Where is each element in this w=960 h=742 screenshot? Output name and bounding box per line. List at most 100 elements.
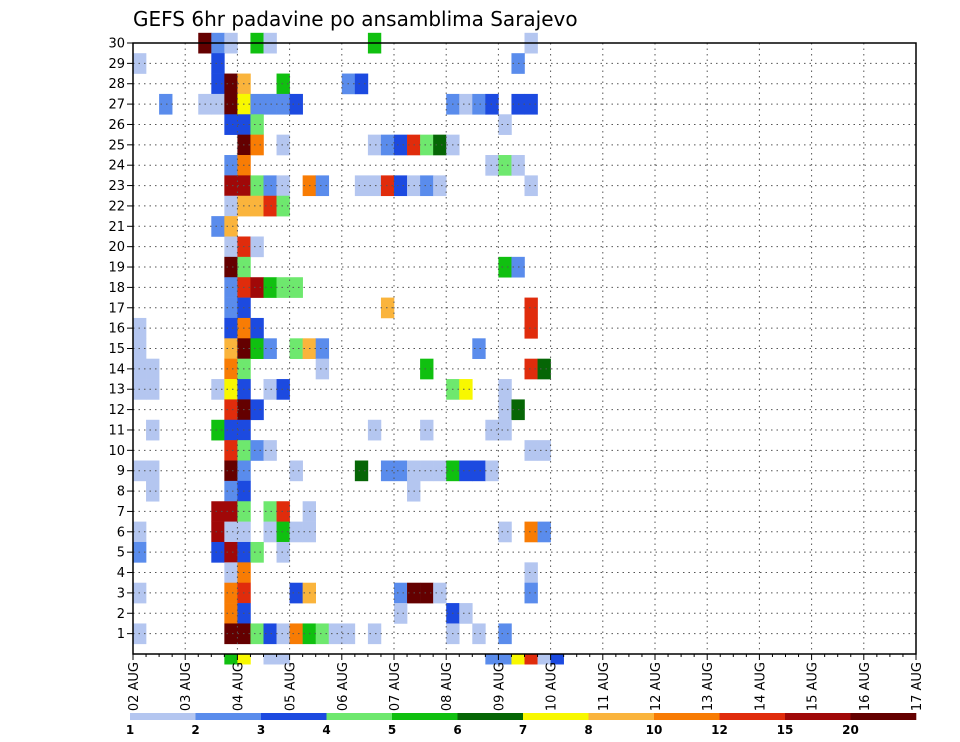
heatmap-cell — [263, 623, 277, 645]
x-tick-label: 17 AUG — [910, 662, 925, 711]
heatmap-cell — [394, 460, 408, 482]
heatmap-cell — [146, 419, 160, 441]
heatmap-cell — [224, 623, 238, 645]
heatmap-cell — [354, 175, 369, 197]
heatmap-cell — [211, 73, 225, 95]
colorbar-segment — [523, 713, 589, 720]
heatmap-cell — [511, 654, 525, 665]
y-axis: 1234567891011121314151617181920212223242… — [108, 37, 133, 642]
x-axis: 02 AUG 03 AUG 04 AUG 05 AUG 06 AUG 07 AUG 08 A… — [127, 654, 925, 711]
heatmap-cell — [394, 582, 408, 604]
heatmap-cell — [420, 358, 434, 380]
heatmap-cell — [250, 623, 264, 645]
heatmap-cell — [433, 582, 447, 604]
heatmap-cell — [524, 521, 538, 543]
heatmap-cell — [524, 317, 538, 339]
heatmap-cell — [224, 419, 238, 441]
heatmap-cell — [433, 460, 447, 482]
y-tick-label: 24 — [108, 159, 125, 174]
heatmap-cell — [250, 399, 264, 421]
heatmap-cell — [224, 317, 238, 339]
heatmap-cell — [472, 93, 486, 115]
heatmap-cell — [250, 338, 264, 359]
heatmap-cell — [224, 399, 238, 421]
heatmap-cell — [485, 419, 499, 441]
heatmap-cell — [420, 460, 434, 482]
heatmap-cell — [224, 297, 238, 319]
y-tick-label: 23 — [108, 179, 125, 194]
colorbar-segment — [457, 713, 524, 720]
heatmap-cell — [498, 379, 512, 400]
heatmap-cell — [524, 358, 538, 380]
y-tick-label: 30 — [108, 37, 125, 52]
heatmap-cell — [263, 175, 277, 197]
heatmap-cell — [263, 195, 277, 217]
heatmap-cell — [276, 379, 290, 400]
heatmap-cell — [250, 277, 264, 298]
y-tick-label: 17 — [108, 301, 125, 316]
heatmap-cell — [250, 195, 264, 217]
colorbar-segment — [261, 713, 327, 720]
heatmap-cell — [394, 603, 408, 624]
heatmap-cell — [224, 175, 238, 197]
colorbar-label: 5 — [388, 723, 396, 737]
heatmap-cell — [224, 521, 238, 543]
heatmap-cell — [146, 358, 160, 380]
heatmap-cell — [433, 134, 447, 156]
colorbar-label: 4 — [322, 723, 330, 737]
heatmap-cell — [224, 654, 238, 665]
heatmap-cell — [263, 379, 277, 400]
heatmap-cell — [224, 114, 238, 135]
heatmap-cell — [485, 460, 499, 482]
heatmap-cell — [146, 480, 160, 502]
heatmap-cell — [354, 460, 369, 482]
heatmap-cell — [289, 93, 303, 115]
y-tick-label: 3 — [117, 586, 125, 601]
heatmap-cell — [211, 216, 225, 237]
heatmap-cell — [524, 297, 538, 319]
heatmap-cell — [498, 623, 512, 645]
heatmap-cell — [524, 175, 538, 197]
heatmap-cell — [263, 440, 277, 461]
heatmap-cell — [224, 379, 238, 400]
colorbar-label: 7 — [519, 723, 527, 737]
heatmap-cell — [394, 134, 408, 156]
heatmap-cell — [276, 501, 290, 522]
heatmap-cell — [263, 521, 277, 543]
heatmap-cell — [211, 541, 225, 563]
heatmap-cell — [224, 501, 238, 522]
heatmap-cell — [289, 460, 303, 482]
heatmap-cell — [315, 338, 330, 359]
heatmap-cell — [485, 654, 499, 665]
heatmap-cell — [485, 155, 499, 176]
colorbar-label: 2 — [191, 723, 199, 737]
heatmap-cell — [224, 480, 238, 502]
colorbar-label: 1 — [126, 723, 134, 737]
colorbar-label: 15 — [777, 723, 794, 737]
colorbar-label: 12 — [711, 723, 728, 737]
heatmap-cell — [498, 114, 512, 135]
heatmap-cell — [224, 195, 238, 217]
y-tick-label: 11 — [108, 423, 125, 438]
x-tick-label: 03 AUG — [179, 662, 194, 711]
x-tick-label: 05 AUG — [284, 662, 299, 711]
heatmap-cell — [380, 134, 395, 156]
heatmap-cell — [498, 256, 512, 278]
heatmap-cell — [289, 338, 303, 359]
heatmap-cell — [224, 93, 238, 115]
y-tick-label: 6 — [117, 525, 125, 540]
heatmap-cell — [459, 379, 473, 400]
x-tick-label: 04 AUG — [231, 662, 246, 711]
heatmap-cell — [367, 623, 382, 645]
heatmap-cell — [498, 654, 512, 665]
y-tick-label: 15 — [108, 342, 125, 357]
heatmap-cell — [276, 623, 290, 645]
heatmap-cell — [367, 419, 382, 441]
heatmap-cell — [224, 582, 238, 604]
heatmap-cell — [367, 134, 382, 156]
colorbar-label: 3 — [257, 723, 265, 737]
heatmap-cell — [224, 358, 238, 380]
heatmap-cell — [237, 654, 251, 665]
heatmap-cell — [224, 155, 238, 176]
y-tick-label: 12 — [108, 403, 125, 418]
